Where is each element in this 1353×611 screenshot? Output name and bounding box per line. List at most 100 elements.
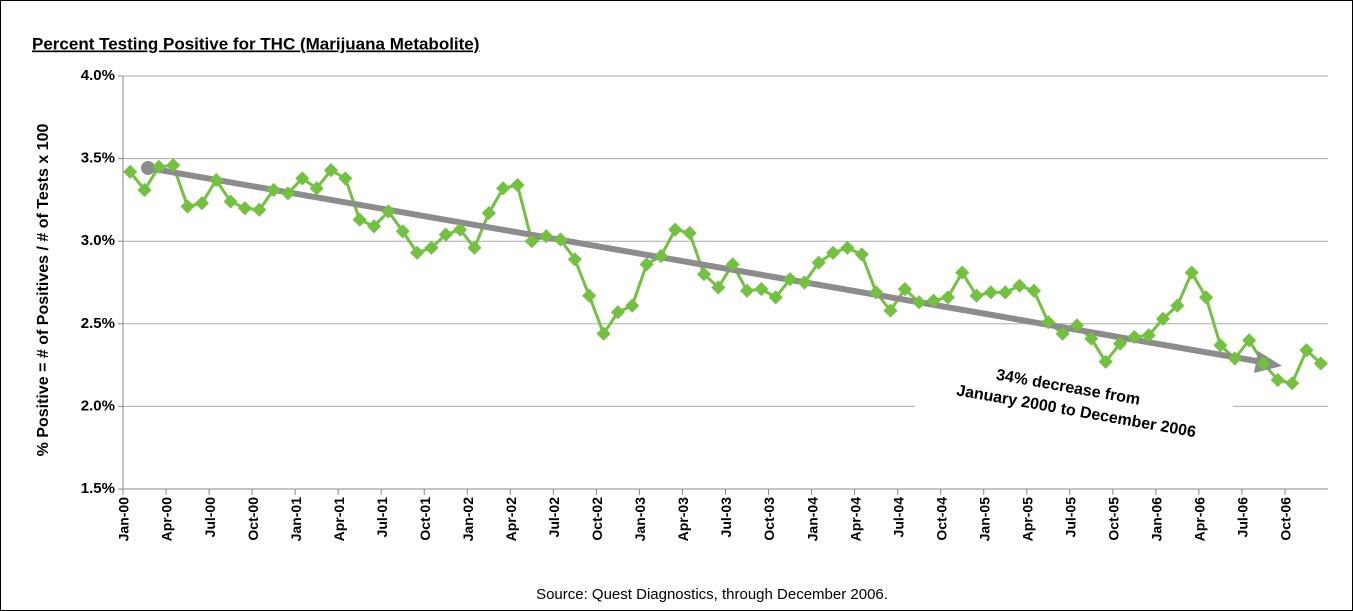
y-tick-label: 3.5% <box>81 150 115 167</box>
data-point <box>883 303 898 318</box>
data-point <box>983 285 998 300</box>
data-point <box>869 285 884 300</box>
data-point <box>1155 311 1171 326</box>
x-tick-label: Apr-05 <box>1019 497 1035 542</box>
data-point <box>237 201 253 216</box>
chart-title: Percent Testing Positive for THC (Mariju… <box>32 34 479 53</box>
data-point <box>539 229 554 244</box>
data-point <box>582 288 597 303</box>
annotation-backdrop <box>915 396 1233 426</box>
data-point <box>1012 278 1027 293</box>
data-point <box>782 272 798 287</box>
data-point <box>1198 290 1214 305</box>
data-point <box>1127 329 1142 345</box>
x-tick-label: Apr-00 <box>159 497 175 542</box>
data-point <box>424 240 439 255</box>
source: Source: Quest Diagnostics, through Decem… <box>536 586 888 603</box>
data-point <box>323 163 339 178</box>
y-tick-label: 4.0% <box>81 67 115 84</box>
data-point <box>524 234 539 249</box>
data-point <box>682 225 697 241</box>
data-point <box>1313 356 1328 371</box>
x-tick-label: Jan-03 <box>632 497 648 542</box>
data-point <box>209 173 224 188</box>
data-point <box>467 240 482 255</box>
data-point <box>1299 343 1314 358</box>
data-point <box>1213 338 1228 353</box>
trend-arrow-start <box>141 161 155 175</box>
data-point <box>998 285 1013 300</box>
x-tick-label: Oct-02 <box>589 497 605 541</box>
data-point <box>940 290 955 305</box>
data-point <box>553 232 568 247</box>
data-point <box>1069 318 1085 333</box>
x-tick-label: Oct-05 <box>1106 497 1122 541</box>
x-tick-label: Apr-04 <box>847 497 863 542</box>
data-point <box>811 255 826 270</box>
y-tick-label: 1.5% <box>81 480 115 497</box>
x-tick-label: Jan-01 <box>288 497 304 542</box>
data-point <box>481 206 496 221</box>
data-point <box>567 252 582 267</box>
x-tick-label: Oct-04 <box>933 497 949 541</box>
data-point <box>826 245 841 260</box>
x-tick-label: Jul-03 <box>718 497 734 538</box>
data-point <box>1098 354 1113 369</box>
x-tick-label: Jan-00 <box>116 497 132 542</box>
data-point <box>610 305 625 320</box>
data-point <box>166 158 181 173</box>
data-point <box>223 194 238 209</box>
data-point <box>1055 326 1070 341</box>
data-point <box>955 265 970 280</box>
x-tick-label: Apr-03 <box>675 497 691 542</box>
y-tick-label: 2.5% <box>81 315 115 332</box>
data-point <box>410 245 425 260</box>
data-point <box>381 204 396 219</box>
data-point <box>625 298 640 313</box>
x-tick-label: Jan-02 <box>460 497 476 542</box>
x-tick-label: Oct-06 <box>1278 497 1294 541</box>
data-point <box>366 219 382 234</box>
data-point <box>653 248 669 264</box>
data-point <box>1227 351 1242 366</box>
data-point <box>266 182 281 198</box>
data-point <box>696 267 712 282</box>
data-point <box>1141 328 1156 343</box>
data-point <box>510 177 525 193</box>
data-point <box>897 282 912 297</box>
data-point <box>180 199 195 214</box>
data-point <box>438 227 453 242</box>
data-point <box>295 171 310 186</box>
x-tick-label: Jan-06 <box>1149 497 1165 542</box>
data-point <box>596 326 611 341</box>
x-tick-label: Jul-02 <box>546 497 562 538</box>
data-point <box>352 212 367 227</box>
data-point <box>739 283 755 298</box>
data-point <box>1112 336 1128 351</box>
x-tick-label: Apr-01 <box>331 497 347 542</box>
data-point <box>137 182 152 198</box>
data-point <box>309 181 324 196</box>
data-point <box>725 257 740 272</box>
x-tick-label: Oct-03 <box>761 497 777 541</box>
data-point <box>395 224 410 239</box>
data-point <box>280 186 296 201</box>
y-tick-label: 2.0% <box>81 397 115 414</box>
data-point <box>969 288 984 303</box>
data-point <box>754 282 769 297</box>
x-tick-label: Jan-05 <box>976 497 992 542</box>
data-point <box>854 247 869 262</box>
data-point <box>453 222 468 237</box>
data-point <box>496 181 511 196</box>
x-tick-label: Apr-06 <box>1192 497 1208 542</box>
y-tick-label: 3.0% <box>81 232 115 249</box>
data-point <box>1256 356 1271 371</box>
data-point <box>151 159 166 174</box>
y-axis-label: % Positive = # of Positives / # of Tests… <box>35 124 52 457</box>
data-point <box>797 275 812 290</box>
data-point <box>1026 283 1041 298</box>
data-point <box>926 293 941 308</box>
data-point <box>1084 331 1099 346</box>
